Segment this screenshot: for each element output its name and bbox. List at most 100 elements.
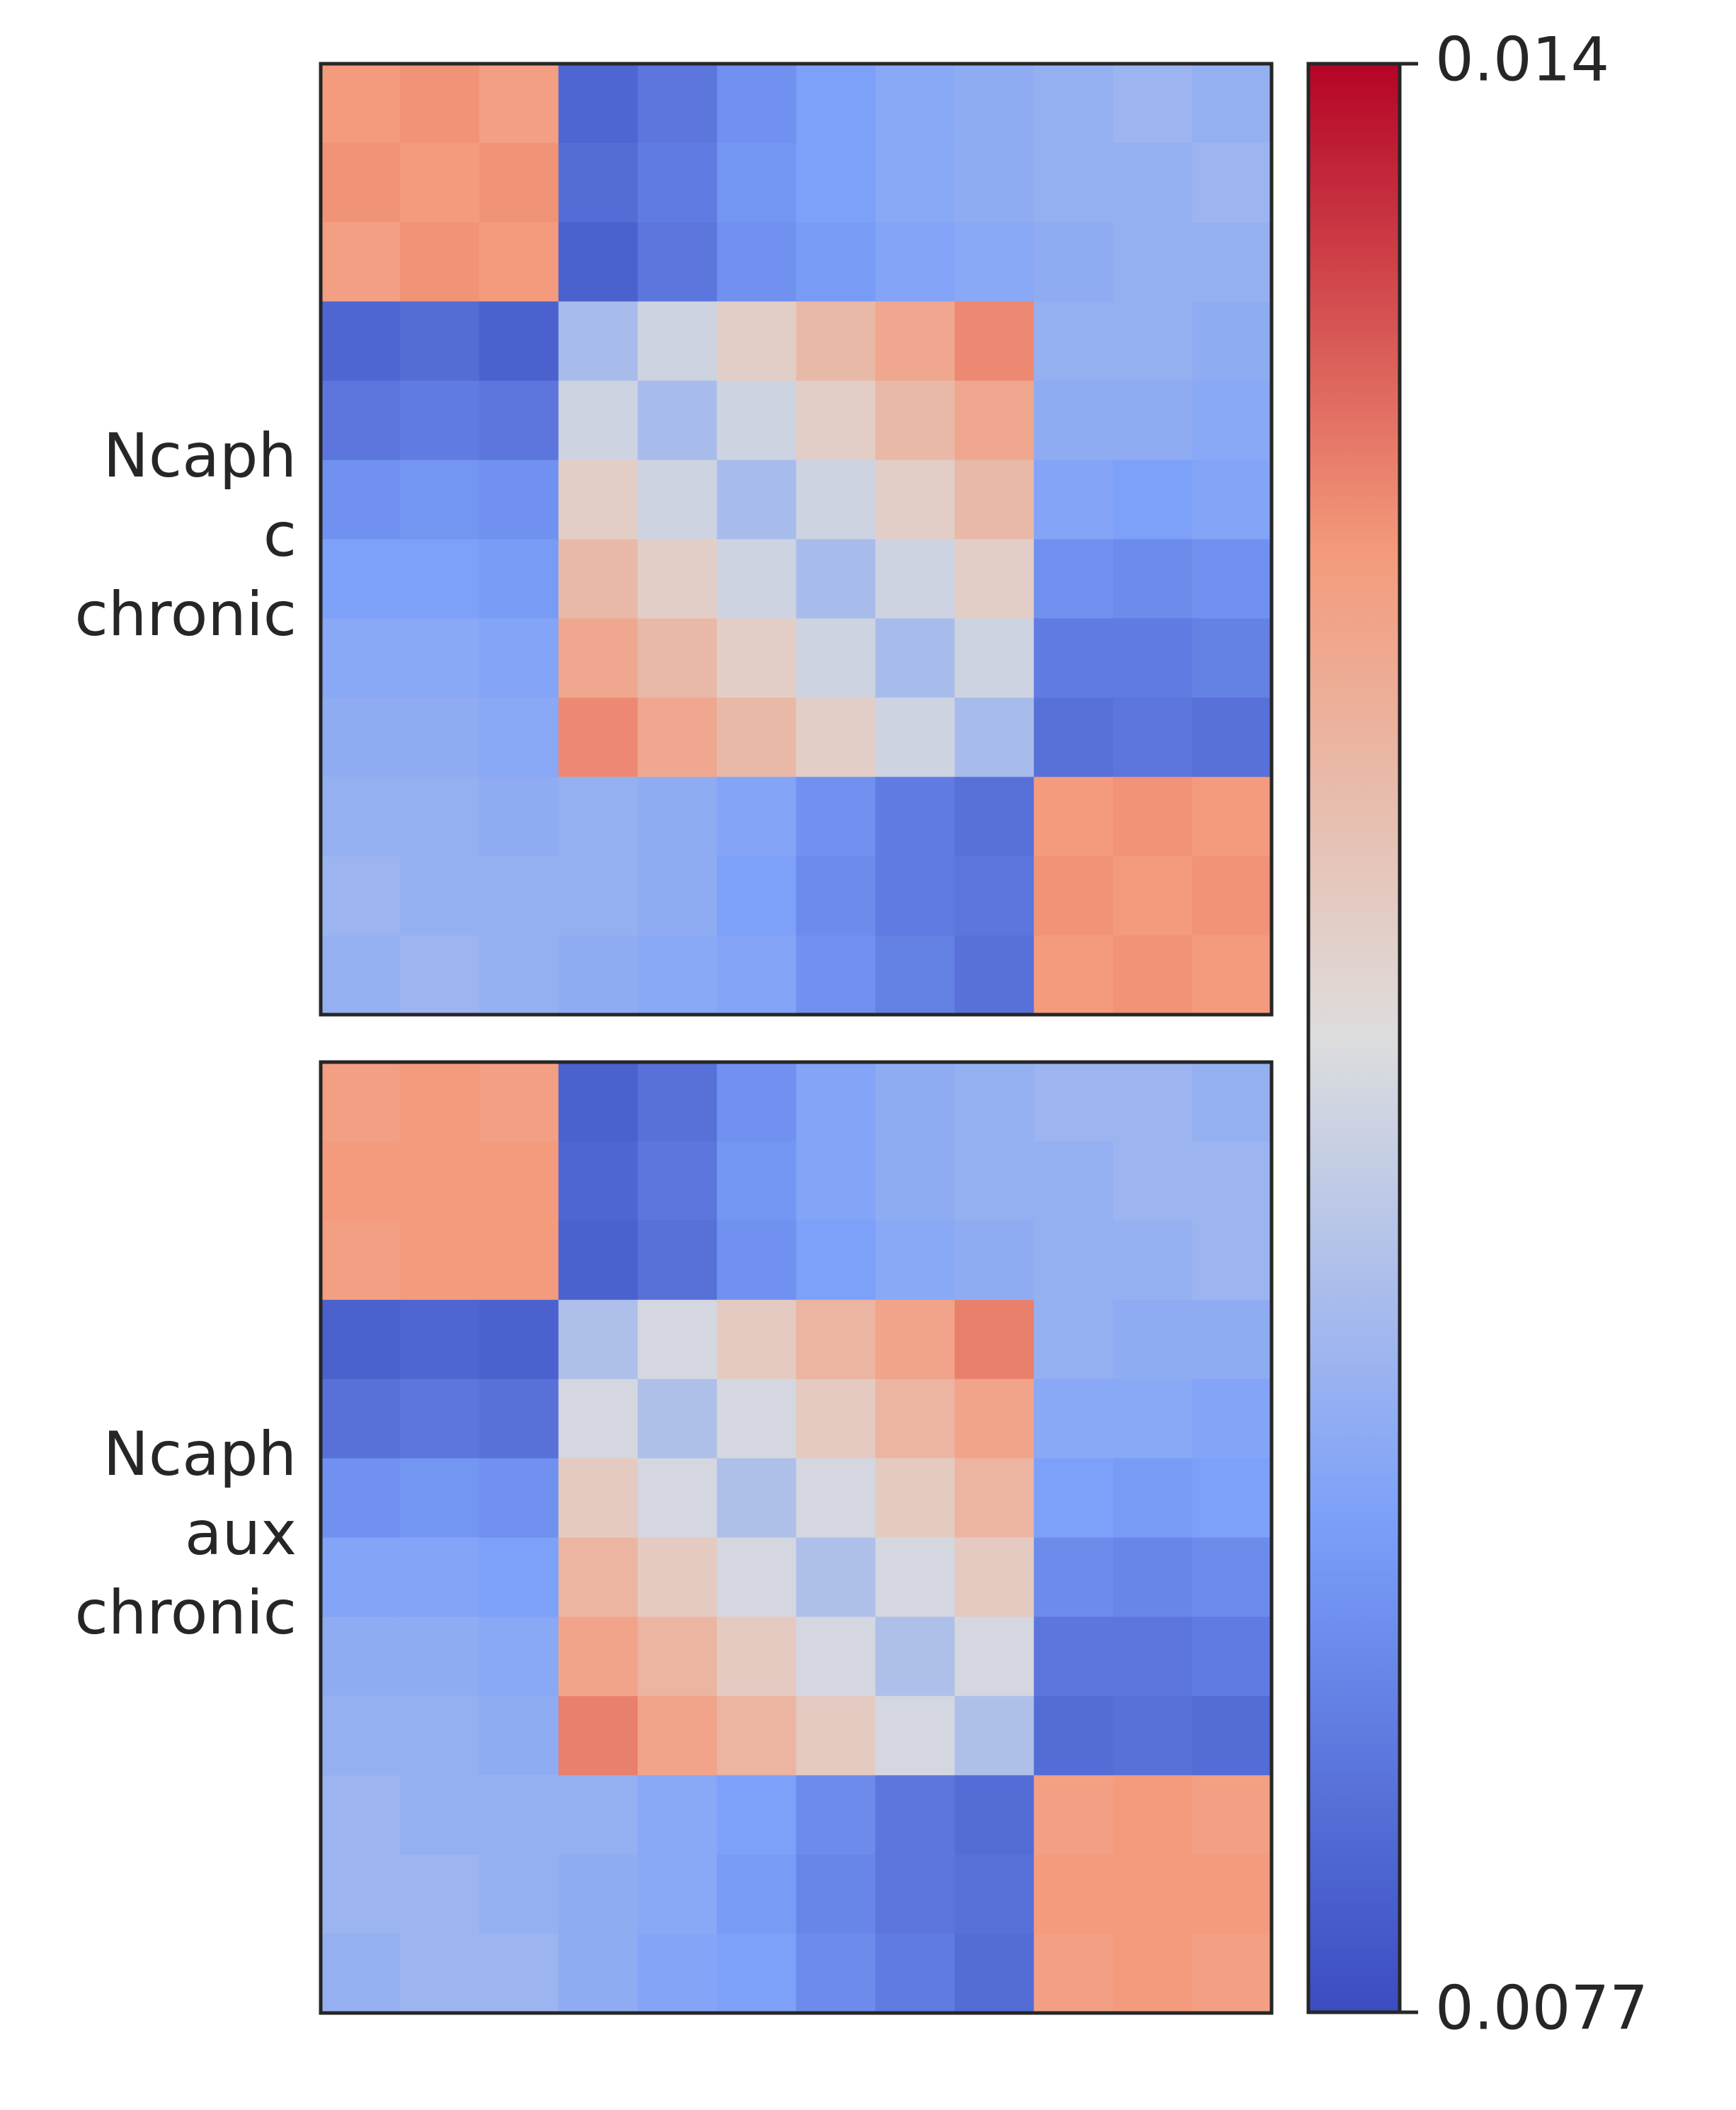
heatmap-cell xyxy=(1113,301,1193,382)
heatmap-cell xyxy=(558,1062,639,1142)
heatmap-cell xyxy=(321,1616,401,1696)
heatmap-cell xyxy=(1034,856,1114,936)
heatmap-cell xyxy=(954,1537,1034,1618)
heatmap-cell xyxy=(637,777,718,857)
heatmap-cell xyxy=(954,539,1034,620)
heatmap-cell xyxy=(1113,1379,1193,1459)
heatmap-cell xyxy=(1192,856,1272,936)
heatmap-cell xyxy=(637,1220,718,1301)
heatmap-cell xyxy=(1192,1934,1272,2014)
heatmap-cell xyxy=(637,1616,718,1696)
heatmap-cell xyxy=(796,142,876,223)
heatmap-cell xyxy=(399,1934,480,2014)
heatmap-cell xyxy=(637,539,718,620)
heatmap-cell xyxy=(954,935,1034,1015)
heatmap-cell xyxy=(321,697,401,777)
heatmap-cell xyxy=(875,697,955,777)
heatmap-cell xyxy=(796,1299,876,1380)
heatmap-cell xyxy=(1034,1696,1114,1776)
colorbar xyxy=(1306,62,1402,2014)
heatmap-cell xyxy=(399,697,480,777)
heatmap-cell xyxy=(479,1220,559,1301)
heatmap-cell xyxy=(479,380,559,461)
heatmap-cell xyxy=(1034,1854,1114,1934)
heatmap-cell xyxy=(321,856,401,936)
heatmap-cell xyxy=(954,460,1034,540)
heatmap-cell xyxy=(954,1854,1034,1934)
heatmap-cell xyxy=(875,1854,955,1934)
heatmap-cell xyxy=(558,64,639,144)
heatmap-cell xyxy=(1113,1616,1193,1696)
heatmap-cell xyxy=(796,935,876,1015)
heatmap-cell xyxy=(796,697,876,777)
heatmap-cell xyxy=(479,1696,559,1776)
heatmap-cell xyxy=(875,301,955,382)
heatmap-cell xyxy=(796,1537,876,1618)
heatmap-cell xyxy=(399,777,480,857)
heatmap-cell xyxy=(1192,1220,1272,1301)
heatmap-cell xyxy=(1192,64,1272,144)
heatmap-cell xyxy=(321,1220,401,1301)
heatmap-cell xyxy=(1113,1775,1193,1855)
heatmap-cell xyxy=(716,1537,797,1618)
heatmap-cell xyxy=(1034,1062,1114,1142)
heatmap-cell xyxy=(399,222,480,302)
heatmap-cell xyxy=(1113,1696,1193,1776)
heatmap-cell xyxy=(637,301,718,382)
heatmap-cell xyxy=(637,856,718,936)
heatmap-cell xyxy=(716,64,797,144)
heatmap-cell xyxy=(399,856,480,936)
heatmap-cell xyxy=(1113,1141,1193,1221)
heatmap-cell xyxy=(399,1062,480,1142)
heatmap-cell xyxy=(558,1379,639,1459)
heatmap-cell xyxy=(321,1934,401,2014)
heatmap-cell xyxy=(796,222,876,302)
heatmap-cell xyxy=(716,1696,797,1776)
heatmap-cell xyxy=(796,1458,876,1539)
heatmap-cell xyxy=(399,142,480,223)
heatmap-cell xyxy=(479,1141,559,1221)
heatmap-cell xyxy=(558,539,639,620)
heatmap-cell xyxy=(479,1775,559,1855)
heatmap-cell xyxy=(399,1696,480,1776)
heatmap-cell xyxy=(1113,142,1193,223)
heatmap-cell xyxy=(399,1299,480,1380)
heatmap-cell xyxy=(1113,539,1193,620)
heatmap-cell xyxy=(1192,777,1272,857)
heatmap-cell xyxy=(637,64,718,144)
heatmap-cell xyxy=(954,1379,1034,1459)
heatmap-cell xyxy=(796,1616,876,1696)
colorbar-tick-label: 0.0077 xyxy=(1435,1973,1648,2043)
heatmap-cell xyxy=(479,618,559,698)
heatmap-cell xyxy=(1034,142,1114,223)
heatmap-cell xyxy=(875,1696,955,1776)
heatmap-cell xyxy=(716,301,797,382)
heatmap-cell xyxy=(875,1934,955,2014)
heatmap-cell xyxy=(716,1854,797,1934)
heatmap-cell xyxy=(1034,380,1114,461)
heatmap-cell xyxy=(875,1379,955,1459)
heatmap-cell xyxy=(954,222,1034,302)
heatmap-cell xyxy=(558,1458,639,1539)
heatmap-cell xyxy=(875,1299,955,1380)
heatmap-cell xyxy=(558,697,639,777)
heatmap-cell xyxy=(1192,1775,1272,1855)
heatmap-cell xyxy=(1113,856,1193,936)
heatmap-cell xyxy=(1192,301,1272,382)
heatmap-cell xyxy=(716,1934,797,2014)
heatmap-cell xyxy=(954,1775,1034,1855)
heatmap-cell xyxy=(796,777,876,857)
heatmap-cell xyxy=(875,1220,955,1301)
heatmap-cell xyxy=(1113,1220,1193,1301)
panel-frame xyxy=(319,62,1274,1017)
heatmap-cell xyxy=(1113,1854,1193,1934)
row-label: chronic xyxy=(74,579,297,650)
row-label: aux xyxy=(185,1498,297,1569)
heatmap-cell xyxy=(1192,1616,1272,1696)
heatmap-cell xyxy=(637,460,718,540)
heatmap-cell xyxy=(1192,1299,1272,1380)
heatmap-cell xyxy=(558,1141,639,1221)
heatmap-cell xyxy=(875,539,955,620)
heatmap-cell xyxy=(954,1141,1034,1221)
heatmap-cell xyxy=(558,1775,639,1855)
